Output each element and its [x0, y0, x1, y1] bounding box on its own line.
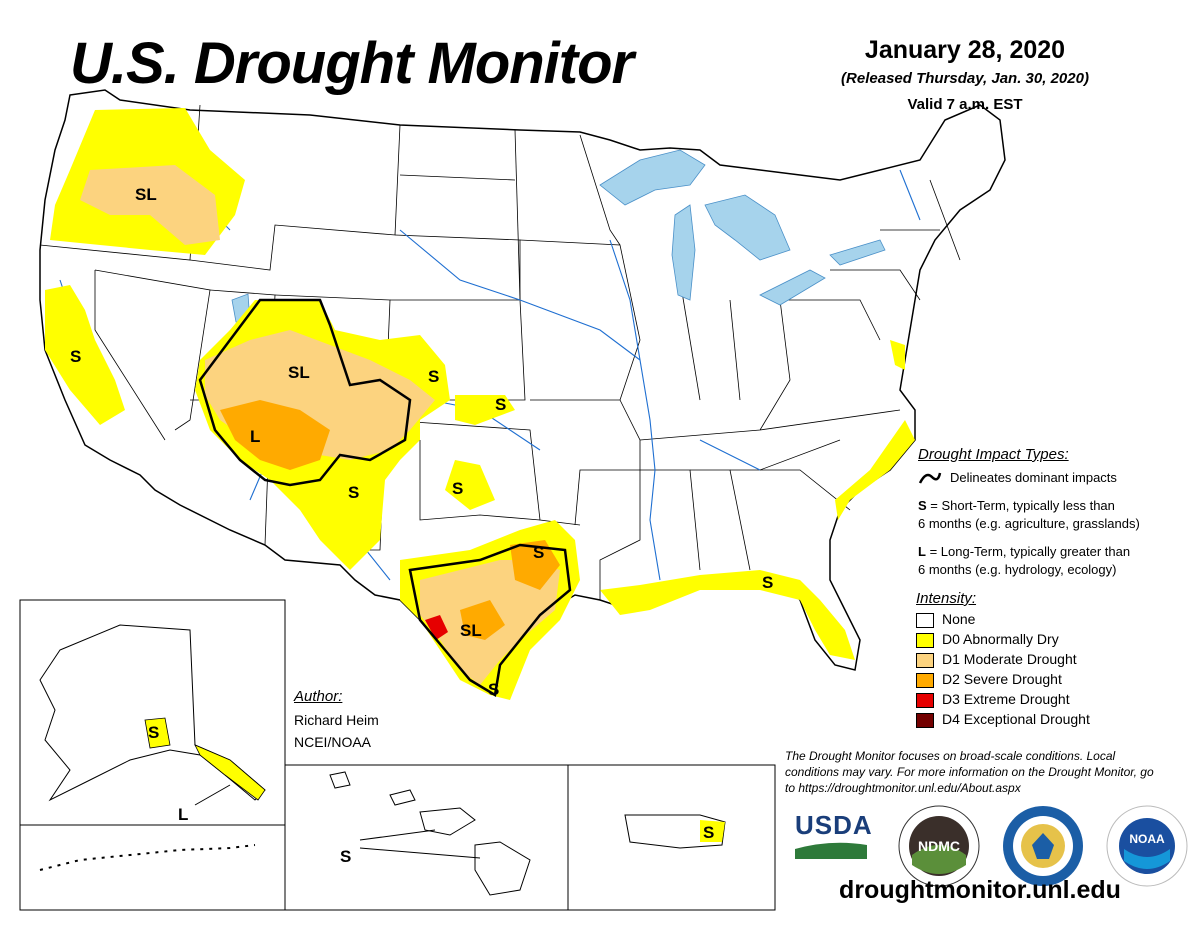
label-florida: S	[762, 573, 773, 592]
short-term-key: S	[918, 498, 927, 513]
long-term-text2: 6 months (e.g. hydrology, ecology)	[918, 562, 1117, 577]
long-term-key: L	[918, 544, 926, 559]
legend-item-none: None	[916, 611, 1176, 631]
d3-area	[425, 615, 448, 640]
doc-logo[interactable]	[1002, 805, 1084, 887]
swatch-d3	[916, 692, 934, 708]
page-title: U.S. Drought Monitor	[70, 31, 634, 96]
swatch-d0	[916, 632, 934, 648]
great-lakes	[231, 149, 886, 323]
map-date: January 28, 2020	[864, 36, 1066, 64]
puerto-rico-d0	[700, 820, 725, 842]
intensity-legend: Intensity: None D0 Abnormally Dry D1 Mod…	[916, 590, 1176, 731]
legend-label-d2: D2 Severe Drought	[942, 671, 1062, 687]
intensity-legend-heading: Intensity:	[916, 590, 977, 607]
label-california: S	[70, 347, 81, 366]
swatch-d2	[916, 672, 934, 688]
usda-logo-text: USDA	[795, 810, 873, 840]
author-name: Richard Heim	[294, 712, 379, 728]
legend-item-d1: D1 Moderate Drought	[916, 651, 1176, 671]
release-date: (Released Thursday, Jan. 30, 2020)	[841, 70, 1089, 87]
label-texas-e: S	[533, 543, 544, 562]
disclaimer-text: The Drought Monitor focuses on broad-sca…	[785, 749, 1154, 795]
ndmc-logo-text: NDMC	[918, 838, 960, 854]
label-alaska-s: S	[148, 723, 159, 742]
hawaii-islands	[329, 771, 531, 896]
noaa-logo-seal: NOAA	[1106, 805, 1188, 887]
legend-label-d4: D4 Exceptional Drought	[942, 711, 1090, 727]
alaska-d0	[144, 717, 266, 801]
valid-time: Valid 7 a.m. EST	[907, 96, 1023, 113]
ndmc-logo[interactable]: NDMC	[898, 805, 980, 887]
label-four-corners-l: L	[250, 427, 260, 446]
hawaii-inset	[284, 764, 569, 911]
label-new-mexico: S	[348, 483, 359, 502]
label-texas-s-tip: S	[488, 680, 499, 699]
author-heading: Author:	[294, 688, 343, 705]
legend-label-d1: D1 Moderate Drought	[942, 651, 1077, 667]
long-term-row: L = Long-Term, typically greater than 6 …	[918, 543, 1188, 579]
website-link[interactable]: droughtmonitor.unl.edu	[839, 876, 1121, 904]
legend-item-d4: D4 Exceptional Drought	[916, 711, 1176, 731]
map-label-group: SL S SL L S S S S S SL S S S L S S	[70, 185, 773, 866]
doc-logo-seal	[1003, 806, 1083, 886]
swatch-none	[916, 612, 934, 628]
label-colorado-e: S	[428, 367, 439, 386]
legend-item-d3: D3 Extreme Drought	[916, 691, 1176, 711]
impact-legend: Drought Impact Types: Delineates dominan…	[918, 446, 1188, 579]
legend-label-none: None	[942, 611, 976, 627]
swatch-d4	[916, 712, 934, 728]
legend-label-d3: D3 Extreme Drought	[942, 691, 1070, 707]
usda-logo-swoosh	[795, 842, 867, 859]
label-four-corners-sl: SL	[288, 363, 310, 382]
label-puerto-rico: S	[703, 823, 714, 842]
noaa-logo-text: NOAA	[1129, 832, 1165, 846]
legend-item-d0: D0 Abnormally Dry	[916, 631, 1176, 651]
short-term-text2: 6 months (e.g. agriculture, grasslands)	[918, 516, 1140, 531]
legend-label-d0: D0 Abnormally Dry	[942, 631, 1059, 647]
label-kansas: S	[495, 395, 506, 414]
label-alaska-l: L	[178, 805, 188, 824]
short-term-text: = Short-Term, typically less than	[930, 498, 1115, 513]
usda-logo[interactable]: USDA	[795, 810, 873, 865]
delineation-text: Delineates dominant impacts	[950, 470, 1117, 485]
label-texas-sl: SL	[460, 621, 482, 640]
impact-delineation	[198, 298, 572, 698]
author-org: NCEI/NOAA	[294, 734, 372, 750]
delineation-row: Delineates dominant impacts	[918, 469, 1188, 487]
long-term-text: = Long-Term, typically greater than	[929, 544, 1131, 559]
swatch-d1	[916, 652, 934, 668]
label-hawaii: S	[340, 847, 351, 866]
noaa-logo[interactable]: NOAA	[1106, 805, 1188, 887]
delineation-line-icon	[918, 472, 942, 484]
legend-item-d2: D2 Severe Drought	[916, 671, 1176, 691]
short-term-row: S = Short-Term, typically less than 6 mo…	[918, 497, 1188, 533]
impact-legend-heading: Drought Impact Types:	[918, 446, 1069, 463]
label-pnw: SL	[135, 185, 157, 204]
label-oklahoma: S	[452, 479, 463, 498]
ndmc-logo-seal: NDMC	[898, 805, 980, 887]
aleutians-inset	[19, 824, 286, 911]
